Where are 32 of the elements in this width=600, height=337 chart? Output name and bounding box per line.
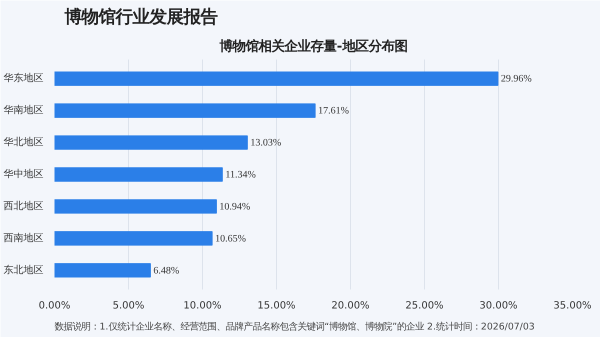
y-tick-label: 华中地区 [4,168,44,180]
bar [54,103,316,118]
y-tick-label: 华南地区 [4,104,44,116]
y-tick-label: 西北地区 [4,200,44,212]
x-tick-label: 10.00% [183,300,222,312]
x-tick-label: 25.00% [405,300,444,312]
x-tick-label: 15.00% [257,300,296,312]
data-label: 29.96% [500,74,532,85]
data-label: 11.34% [225,170,256,180]
bar [54,199,217,214]
bar [54,263,151,278]
x-tick-label: 35.00% [553,300,592,312]
x-tick-label: 0.00% [38,300,70,312]
data-label: 6.48% [153,265,180,276]
y-tick-label: 华东地区 [4,72,44,84]
bar [54,71,498,86]
x-tick-label: 5.00% [112,300,144,312]
data-label: 10.94% [219,201,250,212]
chart-title: 博物馆行业发展报告 [64,8,218,28]
x-tick-label: 20.00% [331,300,370,312]
data-label: 10.65% [215,233,246,244]
chart-subtitle: 博物馆相关企业存量-地区分布图 [218,38,408,54]
bar [54,167,223,182]
y-tick-label: 东北地区 [4,264,44,276]
data-label: 13.03% [250,138,282,149]
y-tick-label: 华北地区 [4,136,44,148]
x-tick-label: 30.00% [479,300,518,312]
text: 数据说明：1.仅统计企业名称、经营范围、品牌产品名称包含关键词“博物馆、博物院”的企业 2.统计时间：2026/07/03 [54,322,535,332]
bar [54,135,248,150]
bar [54,231,213,246]
data-label: 17.61% [318,106,349,117]
y-tick-label: 西南地区 [4,232,44,244]
